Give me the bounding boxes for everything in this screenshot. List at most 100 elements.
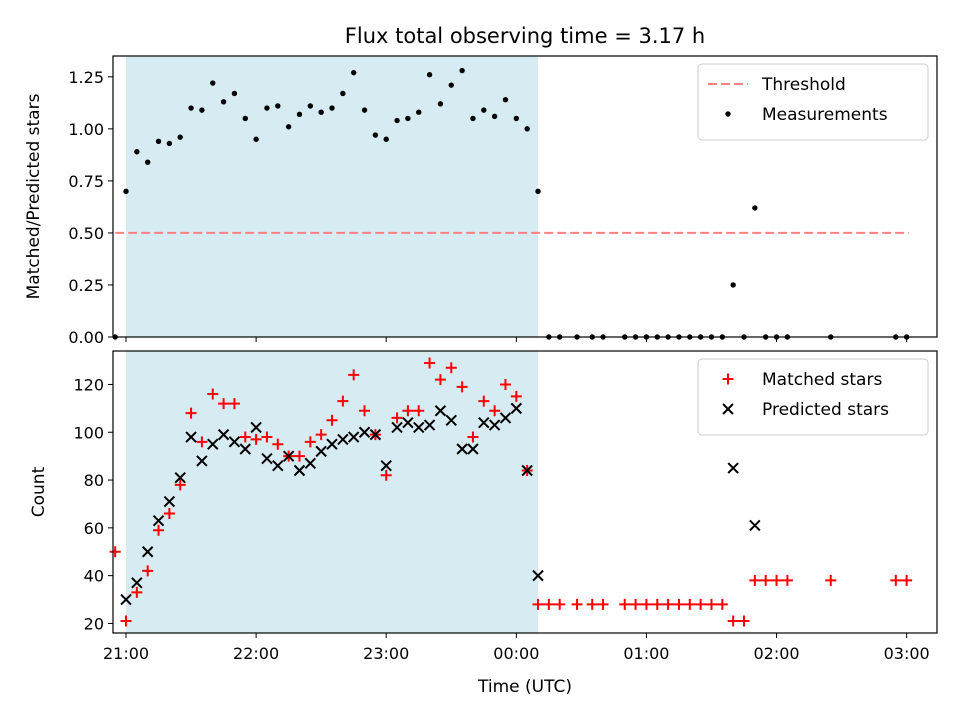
legend-box <box>697 358 929 436</box>
predicted-star-point <box>293 464 306 477</box>
predicted-star-point <box>120 593 132 606</box>
measurement-point <box>242 115 248 122</box>
y-tick-label: 80 <box>84 471 104 490</box>
predicted-star-point <box>337 433 349 446</box>
matched-star-point <box>760 574 772 586</box>
x-tick-label: 23:00 <box>363 644 409 663</box>
matched-star-point <box>684 598 696 610</box>
x-axis-label: Time (UTC) <box>477 677 572 697</box>
matched-star-point <box>738 615 750 627</box>
measurement-point <box>459 67 465 74</box>
matched-star-point <box>445 362 457 374</box>
predicted-star-point <box>423 419 436 431</box>
predicted-star-point <box>152 514 165 527</box>
predicted-star-point <box>282 450 295 462</box>
measurement-point <box>394 117 400 124</box>
matched-star-point <box>571 598 583 610</box>
measurement-point <box>535 188 541 194</box>
measurement-point <box>448 82 454 88</box>
measurement-point <box>166 140 173 147</box>
measurement-point <box>416 109 422 115</box>
predicted-star-point <box>391 421 403 434</box>
matched-star-point <box>218 398 230 410</box>
matched-star-point <box>120 615 132 627</box>
predicted-star-point <box>196 455 208 467</box>
legend-predicted-swatch <box>722 403 734 415</box>
y-tick-label: 1.25 <box>68 68 104 87</box>
matched-star-point <box>825 574 837 586</box>
matched-star-point <box>239 431 251 443</box>
predicted-star-point <box>358 426 371 438</box>
predicted-star-point <box>478 416 490 429</box>
matched-star-point <box>413 405 425 417</box>
legend-label: Matched stars <box>762 370 882 390</box>
predicted-star-point <box>163 495 176 508</box>
measurement-point <box>210 80 216 86</box>
matched-star-point <box>359 405 371 417</box>
matched-star-point <box>499 378 511 390</box>
matched-star-point <box>207 388 219 400</box>
matched-star-point <box>901 574 913 586</box>
matched-star-point <box>640 598 652 610</box>
matched-star-point <box>771 574 783 586</box>
matched-star-point <box>597 598 609 610</box>
predicted-star-point <box>217 428 230 441</box>
predicted-star-point <box>467 443 479 455</box>
predicted-star-point <box>510 402 523 415</box>
y-tick-label: 0.00 <box>68 328 104 347</box>
y-axis-label: Matched/Predicted stars <box>24 93 44 299</box>
matched-star-point <box>456 381 468 393</box>
predicted-star-point <box>131 577 143 589</box>
x-tick-label: 21:00 <box>103 644 149 663</box>
predicted-star-point <box>727 462 739 474</box>
measurement-point <box>752 205 758 211</box>
matched-star-point <box>705 598 717 610</box>
legend: Matched stars Predicted stars <box>697 358 929 436</box>
matched-star-point <box>478 395 490 407</box>
predicted-star-point <box>326 438 338 450</box>
measurement-point <box>307 103 314 109</box>
measurement-point <box>524 126 530 132</box>
measurement-point <box>730 282 736 288</box>
matched-star-point <box>174 479 186 491</box>
y-tick-label: 100 <box>73 423 104 442</box>
matched-star-point <box>781 574 793 586</box>
matched-star-point <box>543 598 555 610</box>
predicted-star-point <box>261 452 273 465</box>
matched-star-point <box>261 431 273 443</box>
matched-star-point <box>510 390 522 402</box>
measurement-point <box>296 111 303 117</box>
x-tick-label: 22:00 <box>233 644 279 663</box>
matched-star-point <box>326 414 338 426</box>
matched-star-point <box>337 395 349 407</box>
y-tick-label: 0.25 <box>68 276 104 295</box>
predicted-star-point <box>141 546 154 558</box>
measurement-point <box>405 115 411 122</box>
measurement-point <box>513 115 520 122</box>
measurement-point <box>481 107 487 113</box>
panel-counts: 20 40 60 80 100 120 21:00 22:00 23:00 00:00 01:00 0… <box>29 350 938 663</box>
predicted-star-point <box>207 438 219 450</box>
matched-star-point <box>196 436 208 448</box>
predicted-star-point <box>488 419 501 431</box>
measurement-point <box>285 124 292 130</box>
predicted-star-point <box>532 569 544 582</box>
observing-interval-shade <box>126 351 539 633</box>
matched-star-point <box>380 469 392 481</box>
measurement-point <box>361 107 368 113</box>
measurement-point <box>231 90 238 97</box>
measurement-point <box>188 105 194 111</box>
matched-star-point <box>749 574 761 586</box>
panel-ratio: 0.00 0.25 0.50 0.75 1.00 1.25 Matched/Predicte… <box>24 55 938 347</box>
predicted-star-point <box>380 460 392 472</box>
x-tick-label: 03:00 <box>884 644 930 663</box>
matched-star-point <box>402 405 414 417</box>
y-tick-label: 0.75 <box>68 172 104 191</box>
matched-star-point <box>434 374 446 386</box>
predicted-star-point <box>304 457 317 470</box>
measurement-point <box>470 115 476 122</box>
measurement-point <box>155 138 162 145</box>
matched-star-point <box>489 405 501 417</box>
x-tick-label: 02:00 <box>753 644 799 663</box>
